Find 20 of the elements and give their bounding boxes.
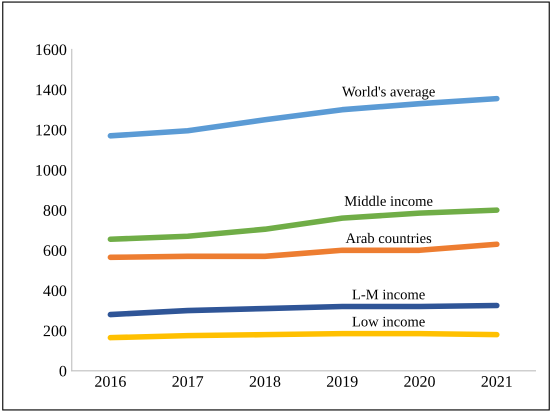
series-label: Middle income bbox=[344, 196, 432, 206]
x-tick-label: 2018 bbox=[250, 376, 280, 387]
y-tick-label: 600 bbox=[44, 245, 66, 256]
y-tick-label: 400 bbox=[43, 285, 66, 296]
x-tick-label: 2020 bbox=[404, 376, 435, 387]
y-tick-label: 0 bbox=[60, 366, 66, 376]
x-tick-label: 2017 bbox=[172, 376, 204, 387]
y-tick-label: 800 bbox=[44, 205, 66, 216]
series-label: L-M income bbox=[352, 290, 425, 300]
series-label: Arab countries bbox=[346, 232, 432, 244]
x-tick-label: 2016 bbox=[95, 376, 126, 387]
x-tick-label: 2021 bbox=[482, 376, 512, 387]
y-tick-label: 200 bbox=[44, 326, 66, 336]
y-tick-label: 1400 bbox=[36, 84, 66, 96]
series-label: World's average bbox=[342, 86, 435, 100]
y-tick-label: 1600 bbox=[36, 44, 66, 56]
series-label: Low income bbox=[352, 316, 425, 327]
x-tick-label: 2019 bbox=[326, 376, 358, 387]
y-tick-label: 1000 bbox=[36, 164, 66, 176]
y-tick-label: 1200 bbox=[36, 124, 66, 136]
